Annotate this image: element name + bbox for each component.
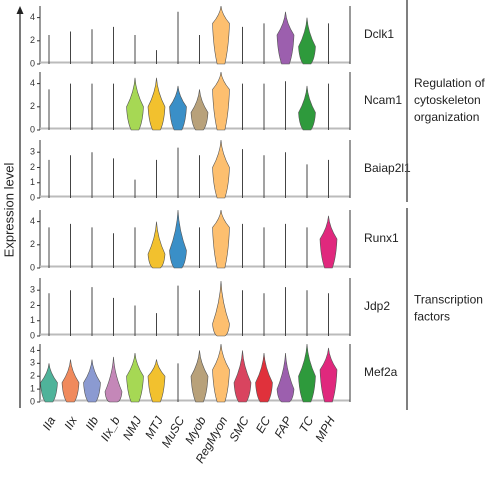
violin xyxy=(298,85,316,131)
group-label: cytoskeleton xyxy=(414,93,481,107)
violin xyxy=(212,71,230,131)
x-tick-label: IIx_b xyxy=(98,414,123,444)
x-tick-label: EC xyxy=(253,414,274,436)
violin xyxy=(212,5,230,65)
violin xyxy=(319,347,338,403)
y-tick-label: 2 xyxy=(30,371,35,381)
gene-label: Ncam1 xyxy=(364,93,402,107)
violin xyxy=(319,215,338,269)
y-tick-label: 3 xyxy=(30,147,35,157)
group-label: Regulation of xyxy=(414,76,485,90)
y-axis-label: Expression level xyxy=(1,163,16,258)
gene-label: Baiap2l1 xyxy=(364,161,411,175)
y-tick-label: 2 xyxy=(30,35,35,45)
violin xyxy=(298,343,316,403)
violin xyxy=(104,356,123,403)
y-tick-label: 2 xyxy=(30,162,35,172)
violin xyxy=(147,77,166,131)
violin xyxy=(276,11,295,65)
violin xyxy=(61,359,80,403)
x-tick-label: FAP xyxy=(271,414,294,440)
y-tick-label: 4 xyxy=(30,345,35,355)
violin xyxy=(276,353,295,403)
violin xyxy=(255,353,273,403)
violin xyxy=(83,359,101,403)
y-tick-label: 0 xyxy=(30,58,35,68)
violin xyxy=(147,359,166,403)
group-label: organization xyxy=(414,110,479,124)
gene-label: Mef2a xyxy=(364,365,398,379)
y-tick-label: 4 xyxy=(30,12,35,22)
x-tick-label: NMJ xyxy=(120,413,145,442)
violin xyxy=(212,343,230,403)
violin xyxy=(212,209,230,269)
x-tick-label: IIb xyxy=(83,414,102,433)
y-tick-label: 2 xyxy=(30,300,35,310)
y-axis-arrowhead xyxy=(16,6,24,14)
x-tick-label: IIx xyxy=(61,413,80,432)
violin xyxy=(126,77,144,131)
gene-label: Jdp2 xyxy=(364,299,390,313)
violin xyxy=(147,221,166,269)
gene-label: Runx1 xyxy=(364,231,399,245)
violin xyxy=(190,350,209,403)
violin xyxy=(169,85,187,131)
violin xyxy=(169,209,187,269)
y-tick-label: 2 xyxy=(30,101,35,111)
y-tick-label: 0 xyxy=(30,192,35,202)
x-tick-label: TC xyxy=(296,414,316,435)
y-tick-label: 1 xyxy=(30,177,35,187)
violin xyxy=(126,352,144,403)
gene-label: Dclk1 xyxy=(364,27,394,41)
y-tick-label: 0 xyxy=(30,124,35,134)
y-tick-label: 2 xyxy=(30,239,35,249)
y-tick-label: 3 xyxy=(30,358,35,368)
y-tick-label: 3 xyxy=(30,285,35,295)
y-tick-label: 0 xyxy=(30,396,35,406)
y-tick-label: 1 xyxy=(30,383,35,393)
violin xyxy=(233,350,252,403)
y-tick-label: 4 xyxy=(30,78,35,88)
x-tick-label: IIa xyxy=(40,414,59,433)
violin xyxy=(40,363,58,403)
y-tick-label: 0 xyxy=(30,330,35,340)
x-tick-label: MPH xyxy=(312,414,338,444)
x-tick-label: MuSC xyxy=(159,414,188,450)
group-label: Transcription xyxy=(414,293,483,307)
group-label: factors xyxy=(414,310,450,324)
y-tick-label: 0 xyxy=(30,262,35,272)
x-tick-label: SMC xyxy=(226,414,252,444)
violin xyxy=(190,89,209,131)
y-tick-label: 4 xyxy=(30,216,35,226)
violin xyxy=(212,281,230,337)
violin xyxy=(298,17,316,65)
violin xyxy=(212,139,230,199)
y-tick-label: 1 xyxy=(30,315,35,325)
